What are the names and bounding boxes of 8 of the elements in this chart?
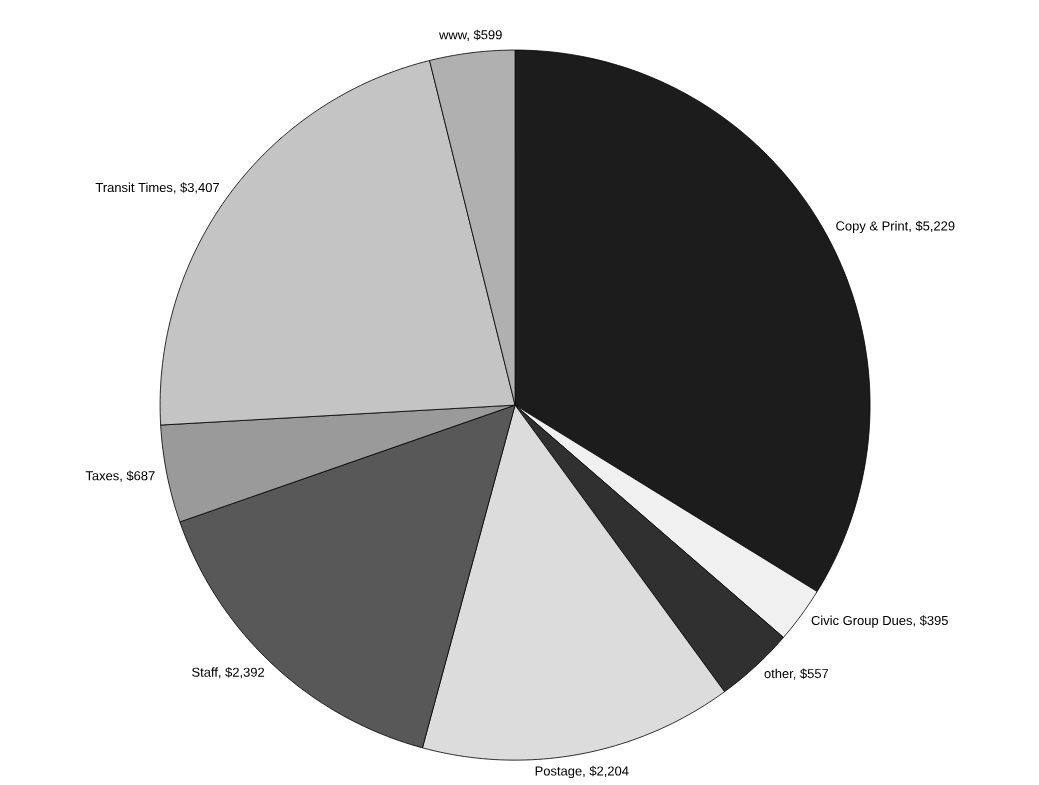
slice-label: Staff, $2,392 <box>192 667 265 679</box>
slice-label: Transit Times, $3,407 <box>95 182 219 194</box>
slice-label: Taxes, $687 <box>85 470 155 482</box>
slice-label: Copy & Print, $5,229 <box>836 220 955 234</box>
slice-label: Civic Group Dues, $395 <box>811 615 948 628</box>
slice-label: other, $557 <box>764 668 829 680</box>
slice-label: www, $599 <box>439 29 502 41</box>
slice-label: Postage, $2,204 <box>535 765 629 779</box>
